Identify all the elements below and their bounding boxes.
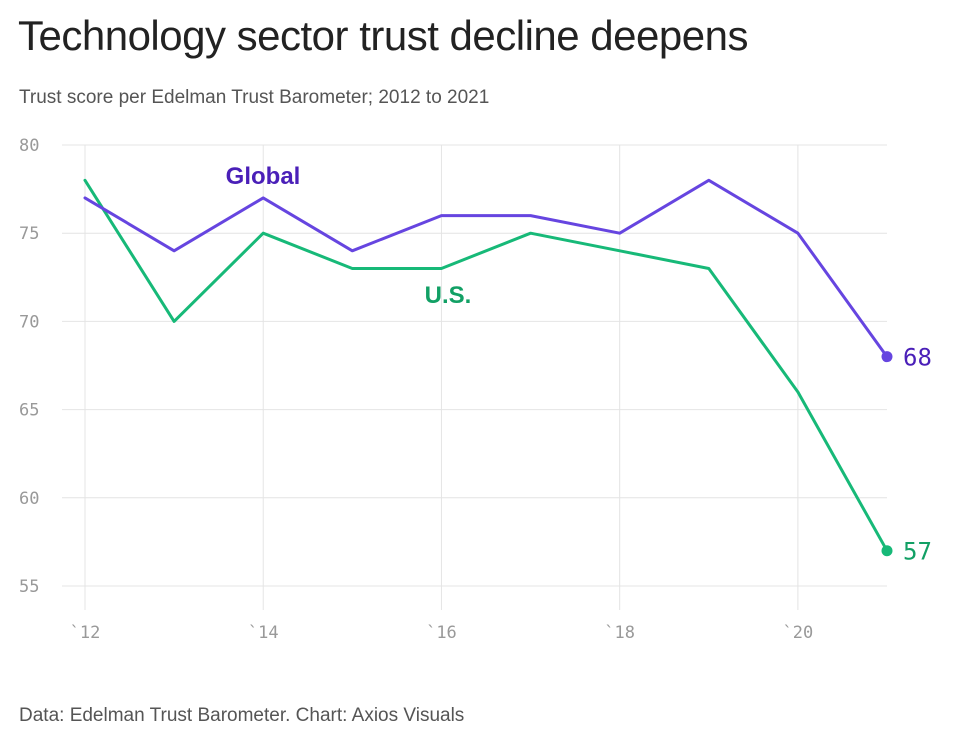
x-tick-label: `14: [248, 623, 279, 643]
y-tick-label: 60: [19, 489, 39, 509]
x-tick-label: `16: [426, 623, 457, 643]
series-labels: 57 U.S. 68 Global: [226, 163, 932, 566]
end-point-global: [881, 351, 893, 363]
y-tick-label: 80: [19, 136, 39, 156]
series-line-us: [83, 178, 889, 553]
y-tick-label: 70: [19, 312, 39, 332]
y-tick-label: 65: [19, 401, 39, 421]
end-value-global: 68: [903, 344, 932, 372]
series: [83, 178, 893, 557]
axis-ticks: 55 60 65 70 75 80 `12 `14 `16 `18 `20: [19, 136, 813, 643]
line-chart: 55 60 65 70 75 80 `12 `14 `16 `18 `20 57 U.S. 68 Glob…: [19, 136, 932, 643]
x-tick-label: `12: [70, 623, 101, 643]
series-label-us: U.S.: [425, 282, 472, 309]
x-tick-label: `18: [604, 623, 635, 643]
x-tick-label: `20: [783, 623, 814, 643]
series-label-global: Global: [226, 163, 301, 190]
chart-subtitle: Trust score per Edelman Trust Barometer;…: [19, 87, 490, 108]
grid: [62, 144, 887, 610]
chart-title: Technology sector trust decline deepens: [18, 12, 748, 59]
y-tick-label: 75: [19, 224, 39, 244]
end-value-us: 57: [903, 538, 932, 566]
end-point-us: [881, 545, 893, 557]
y-tick-label: 55: [19, 577, 39, 597]
source-note: Data: Edelman Trust Barometer. Chart: Ax…: [19, 705, 465, 726]
series-line-global: [83, 178, 889, 359]
